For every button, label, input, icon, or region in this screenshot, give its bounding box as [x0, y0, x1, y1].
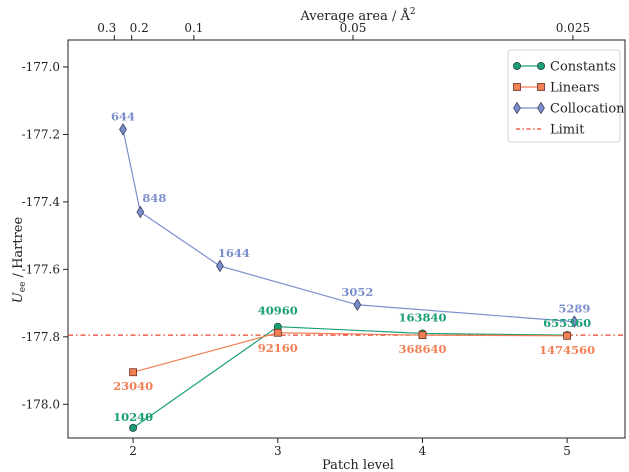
data-label-constants: 10240 — [113, 410, 153, 424]
data-label-linears: 1474560 — [539, 343, 595, 357]
data-label-constants: 40960 — [258, 304, 298, 318]
data-point-linears — [418, 331, 427, 340]
x-tick-label: 2 — [129, 444, 137, 458]
data-label-linears: 92160 — [258, 341, 298, 355]
legend-label: Linears — [550, 81, 600, 96]
data-label-collocation: 3052 — [341, 285, 373, 299]
legend-item-constants: Constants — [513, 60, 616, 75]
top-axis-title-main: Average area / Å — [299, 8, 410, 24]
data-point-collocation — [216, 259, 224, 273]
data-point-collocation — [570, 315, 579, 328]
x-tick-label: 5 — [563, 444, 571, 458]
top-tick-label: 0.3 — [97, 21, 116, 35]
data-label-collocation: 5289 — [558, 302, 590, 316]
series-collocation — [119, 123, 579, 328]
plot-frame — [67, 39, 626, 439]
data-label-collocation: 644 — [111, 109, 135, 123]
y-axis: -177.0 -177.2 -177.4 -177.6 -177.8 -178.0 — [22, 60, 68, 411]
data-label-linears: 368640 — [398, 342, 446, 356]
top-axis-title-sup: 2 — [410, 7, 416, 17]
data-point-collocation — [136, 205, 145, 219]
legend-item-linears: Linears — [513, 81, 600, 96]
top-tick-label: 0.2 — [130, 21, 149, 35]
data-label-collocation: 848 — [142, 191, 166, 205]
data-point-linears — [273, 328, 282, 337]
y-tick-label: -177.6 — [22, 262, 60, 276]
legend-marker — [537, 62, 546, 71]
series-linears — [129, 328, 572, 377]
data-labels: 10240 40960 163840 655360 23040 92160 368640 14… — [111, 109, 595, 424]
y-axis-title: Uee / Hartree — [11, 217, 28, 304]
legend: Constants Linears Collocation Limit — [507, 49, 625, 143]
series-line-linears — [132, 332, 568, 373]
data-point-linears — [129, 368, 138, 377]
legend-box — [507, 49, 621, 143]
y-tick-label: -177.8 — [22, 330, 60, 344]
legend-label: Limit — [550, 123, 585, 138]
y-axis-title-rest: / Hartree — [11, 217, 26, 282]
x-tick-label: 4 — [419, 444, 427, 458]
series-constants — [129, 322, 572, 432]
data-point-collocation — [353, 298, 362, 312]
data-label-constants: 163840 — [398, 310, 446, 324]
x-axis-title: Patch level — [322, 458, 394, 472]
top-tick-label: 0.05 — [340, 21, 367, 35]
legend-label: Constants — [550, 60, 616, 75]
legend-label: Collocation — [550, 102, 625, 117]
y-axis-title-main: U — [11, 291, 26, 303]
y-tick-label: -177.0 — [22, 60, 60, 74]
legend-marker — [537, 83, 545, 91]
legend-marker — [513, 101, 521, 115]
top-axis: 0.3 0.2 0.1 0.05 0.025 — [97, 21, 590, 40]
legend-marker — [537, 101, 545, 115]
y-tick-label: -177.2 — [22, 127, 60, 141]
data-point-linears — [563, 331, 572, 340]
legend-item-limit: Limit — [516, 123, 585, 138]
legend-marker — [513, 83, 521, 91]
x-axis: 2 3 4 5 — [129, 438, 571, 458]
legend-item-collocation: Collocation — [513, 101, 625, 117]
series-line-constants — [132, 326, 568, 429]
data-label-linears: 23040 — [113, 379, 153, 393]
top-axis-title: Average area / Å2 — [299, 7, 415, 24]
y-tick-label: -177.4 — [22, 195, 61, 209]
data-point-constants — [129, 423, 138, 432]
top-tick-label: 0.1 — [184, 21, 203, 35]
data-point-collocation — [119, 123, 127, 136]
series-layer — [119, 123, 579, 432]
plot-area — [67, 39, 626, 439]
data-label-collocation: 1644 — [218, 246, 250, 260]
x-tick-label: 3 — [274, 444, 282, 458]
data-label-constants: 655360 — [543, 316, 591, 330]
y-tick-label: -178.0 — [22, 397, 60, 411]
y-axis-title-sub: ee — [18, 282, 28, 293]
legend-marker — [513, 62, 522, 71]
top-tick-label: 0.025 — [556, 21, 590, 35]
